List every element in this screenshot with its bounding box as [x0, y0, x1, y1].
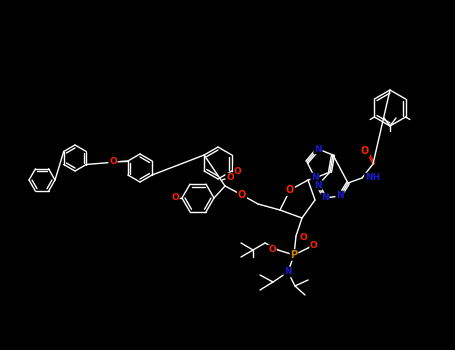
Text: N: N	[321, 194, 329, 203]
Text: P: P	[290, 250, 298, 260]
Text: NH: NH	[365, 174, 380, 182]
Text: N: N	[311, 174, 319, 182]
Text: O: O	[171, 194, 179, 203]
Text: O: O	[286, 185, 294, 195]
Text: N: N	[336, 191, 344, 201]
Text: O: O	[238, 190, 246, 200]
Text: O: O	[310, 241, 318, 251]
Text: N: N	[284, 267, 292, 276]
Text: O: O	[109, 156, 117, 166]
Text: O: O	[299, 233, 307, 243]
Text: O: O	[361, 146, 369, 156]
Text: O: O	[234, 167, 242, 175]
Text: N: N	[314, 181, 322, 189]
Text: O: O	[268, 245, 276, 254]
Text: O: O	[238, 190, 246, 200]
Text: O: O	[226, 174, 234, 182]
Text: N: N	[314, 145, 322, 154]
